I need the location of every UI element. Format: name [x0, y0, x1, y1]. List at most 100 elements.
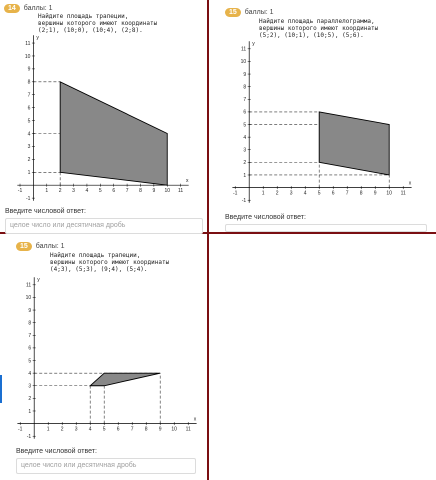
y-tick-label: 3	[28, 144, 31, 150]
vertical-divider	[207, 0, 209, 480]
x-tick-label: 7	[126, 188, 129, 194]
answer-input[interactable]: целое число или десятичная дробь	[5, 218, 203, 234]
x-tick-label: 2	[61, 427, 64, 433]
x-tick-label: 1	[262, 191, 265, 197]
x-tick-label: 2	[276, 191, 279, 197]
y-axis-label: y	[252, 41, 255, 47]
x-tick-label: -1	[18, 188, 23, 194]
x-tick-label: -1	[18, 427, 23, 433]
points-label: баллы: 1	[23, 4, 53, 12]
problem-text: Найдите площадь трапеции, вершины которо…	[50, 252, 170, 273]
y-tick-label: -1	[242, 198, 247, 204]
shaded-polygon	[89, 372, 161, 387]
y-tick-label: 7	[243, 97, 246, 103]
y-tick-label: 10	[26, 295, 32, 301]
x-tick-label: 2	[59, 188, 62, 194]
x-tick-label: 9	[152, 188, 155, 194]
x-tick-label: 8	[145, 427, 148, 433]
y-axis-label: y	[37, 277, 40, 283]
y-tick-label: 2	[28, 157, 31, 163]
x-axis-label: x	[186, 178, 189, 184]
x-tick-label: 7	[131, 427, 134, 433]
y-tick-label: 5	[28, 358, 31, 364]
x-tick-label: 9	[374, 191, 377, 197]
x-tick-label: 3	[72, 188, 75, 194]
x-tick-label: 9	[159, 427, 162, 433]
y-tick-label: 6	[28, 105, 31, 111]
x-tick-label: 4	[86, 188, 89, 194]
task-header: 14 баллы: 1	[4, 2, 53, 14]
x-tick-label: 8	[139, 188, 142, 194]
y-tick-label: 6	[28, 346, 31, 352]
horizontal-divider	[0, 232, 436, 234]
x-tick-label: 7	[346, 191, 349, 197]
y-axis-label: y	[36, 35, 39, 41]
x-tick-label: 11	[186, 427, 191, 433]
y-tick-label: 2	[243, 160, 246, 166]
y-tick-label: 1	[28, 170, 31, 176]
task-header: 15 баллы: 1	[16, 240, 65, 252]
y-tick-label: 9	[28, 308, 31, 314]
points-label: баллы: 1	[35, 242, 65, 250]
x-tick-label: 5	[103, 427, 106, 433]
x-tick-label: 6	[112, 188, 115, 194]
task-card: 15 баллы: 1 Найдите площадь параллелогра…	[209, 0, 436, 232]
y-tick-label: 8	[28, 320, 31, 326]
x-tick-label: 10	[164, 188, 170, 194]
answer-label: Введите числовой ответ:	[225, 214, 306, 221]
y-tick-label: 11	[25, 41, 30, 47]
x-tick-label: 1	[45, 188, 48, 194]
x-axis-label: x	[409, 181, 412, 187]
y-tick-label: 7	[28, 333, 31, 339]
x-tick-label: 10	[386, 191, 392, 197]
y-tick-label: -1	[26, 196, 31, 202]
task-number-badge: 15	[225, 7, 241, 17]
task-header: 15 баллы: 1	[225, 6, 274, 18]
y-tick-label: 3	[243, 148, 246, 154]
answer-input[interactable]: целое число или десятичная дробь	[16, 458, 196, 474]
x-tick-label: 4	[89, 427, 92, 433]
y-tick-label: 11	[241, 47, 246, 53]
y-tick-label: 10	[25, 54, 31, 60]
x-tick-label: 6	[117, 427, 120, 433]
answer-placeholder: целое число или десятичная дробь	[21, 462, 137, 469]
x-tick-label: 1	[47, 427, 50, 433]
problem-text: Найдите площадь параллелограмма, вершины…	[259, 18, 379, 39]
x-tick-label: 3	[75, 427, 78, 433]
answer-input[interactable]	[225, 224, 427, 232]
y-tick-label: 4	[28, 371, 31, 377]
x-tick-label: 5	[99, 188, 102, 194]
x-tick-label: -1	[233, 191, 238, 197]
focus-indicator	[0, 375, 2, 403]
x-tick-label: 4	[304, 191, 307, 197]
y-tick-label: 9	[28, 67, 31, 73]
shaded-polygon	[59, 81, 168, 186]
y-tick-label: 5	[243, 122, 246, 128]
y-tick-label: 5	[28, 118, 31, 124]
y-tick-label: 4	[28, 131, 31, 137]
y-tick-label: 8	[243, 84, 246, 90]
answer-label: Введите числовой ответ:	[16, 448, 97, 455]
x-tick-label: 5	[318, 191, 321, 197]
y-tick-label: 3	[28, 384, 31, 390]
y-tick-label: 2	[28, 396, 31, 402]
shaded-polygon	[318, 111, 390, 176]
task-card: 15 баллы: 1 Найдите площадь трапеции, ве…	[0, 234, 207, 480]
y-tick-label: 9	[243, 72, 246, 78]
task-number-badge: 14	[4, 3, 20, 13]
task-number-badge: 15	[16, 241, 32, 251]
y-tick-label: 1	[243, 173, 246, 179]
y-tick-label: 6	[243, 110, 246, 116]
y-tick-label: 8	[28, 80, 31, 86]
x-tick-label: 11	[178, 188, 183, 194]
x-tick-label: 10	[171, 427, 177, 433]
answer-placeholder: целое число или десятичная дробь	[10, 222, 126, 229]
y-tick-label: 7	[28, 93, 31, 99]
task-card: 14 баллы: 1 Найдите площадь трапеции, ве…	[0, 0, 207, 234]
y-tick-label: 4	[243, 135, 246, 141]
y-tick-label: 10	[241, 59, 247, 65]
answer-label: Введите числовой ответ:	[5, 208, 86, 215]
